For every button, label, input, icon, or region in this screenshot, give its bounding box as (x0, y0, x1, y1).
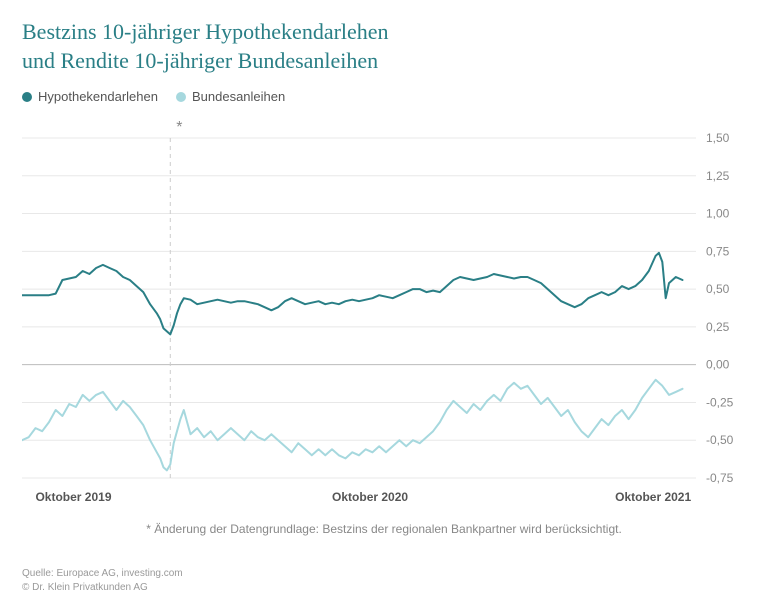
y-tick-label: 0,25 (706, 320, 730, 334)
series-line-1 (22, 253, 683, 335)
footnote: * Änderung der Datengrundlage: Bestzins … (22, 522, 746, 536)
series-line-2 (22, 380, 683, 471)
y-tick-label: -0,50 (706, 433, 734, 447)
y-tick-label: 1,50 (706, 131, 730, 145)
title-line-2: und Rendite 10-jähriger Bundesanleihen (22, 48, 378, 73)
source-credits: Quelle: Europace AG, investing.com © Dr.… (22, 567, 183, 595)
y-tick-label: -0,75 (706, 471, 734, 484)
x-tick-label: Oktober 2020 (332, 490, 408, 504)
legend: Hypothekendarlehen Bundesanleihen (22, 89, 746, 104)
y-tick-label: 0,00 (706, 358, 730, 372)
chart-title: Bestzins 10-jähriger Hypothekendarlehen … (22, 18, 746, 75)
x-tick-label: Oktober 2021 (615, 490, 691, 504)
chart-container: Bestzins 10-jähriger Hypothekendarlehen … (0, 0, 768, 605)
legend-dot-1 (22, 92, 32, 102)
chart-svg: -0,75 -0,50 -0,25 0,00 0,25 0,50 0,75 1,00 1,25 1… (22, 114, 746, 484)
source-line-1: Quelle: Europace AG, investing.com (22, 568, 183, 579)
legend-item-1: Hypothekendarlehen (22, 89, 158, 104)
marker-asterisk: * (176, 119, 182, 136)
legend-label-1: Hypothekendarlehen (38, 89, 158, 104)
legend-item-2: Bundesanleihen (176, 89, 285, 104)
legend-dot-2 (176, 92, 186, 102)
source-line-2: © Dr. Klein Privatkunden AG (22, 582, 148, 593)
y-tick-label: 0,75 (706, 245, 730, 259)
chart-plot-area: -0,75 -0,50 -0,25 0,00 0,25 0,50 0,75 1,00 1,25 1… (22, 114, 746, 484)
legend-label-2: Bundesanleihen (192, 89, 285, 104)
y-tick-label: 1,00 (706, 207, 730, 221)
title-line-1: Bestzins 10-jähriger Hypothekendarlehen (22, 19, 389, 44)
x-tick-label: Oktober 2019 (35, 490, 111, 504)
y-tick-label: 1,25 (706, 169, 730, 183)
y-tick-label: -0,25 (706, 396, 734, 410)
y-tick-label: 0,50 (706, 282, 730, 296)
x-axis: Oktober 2019 Oktober 2020 Oktober 2021 (22, 490, 746, 508)
